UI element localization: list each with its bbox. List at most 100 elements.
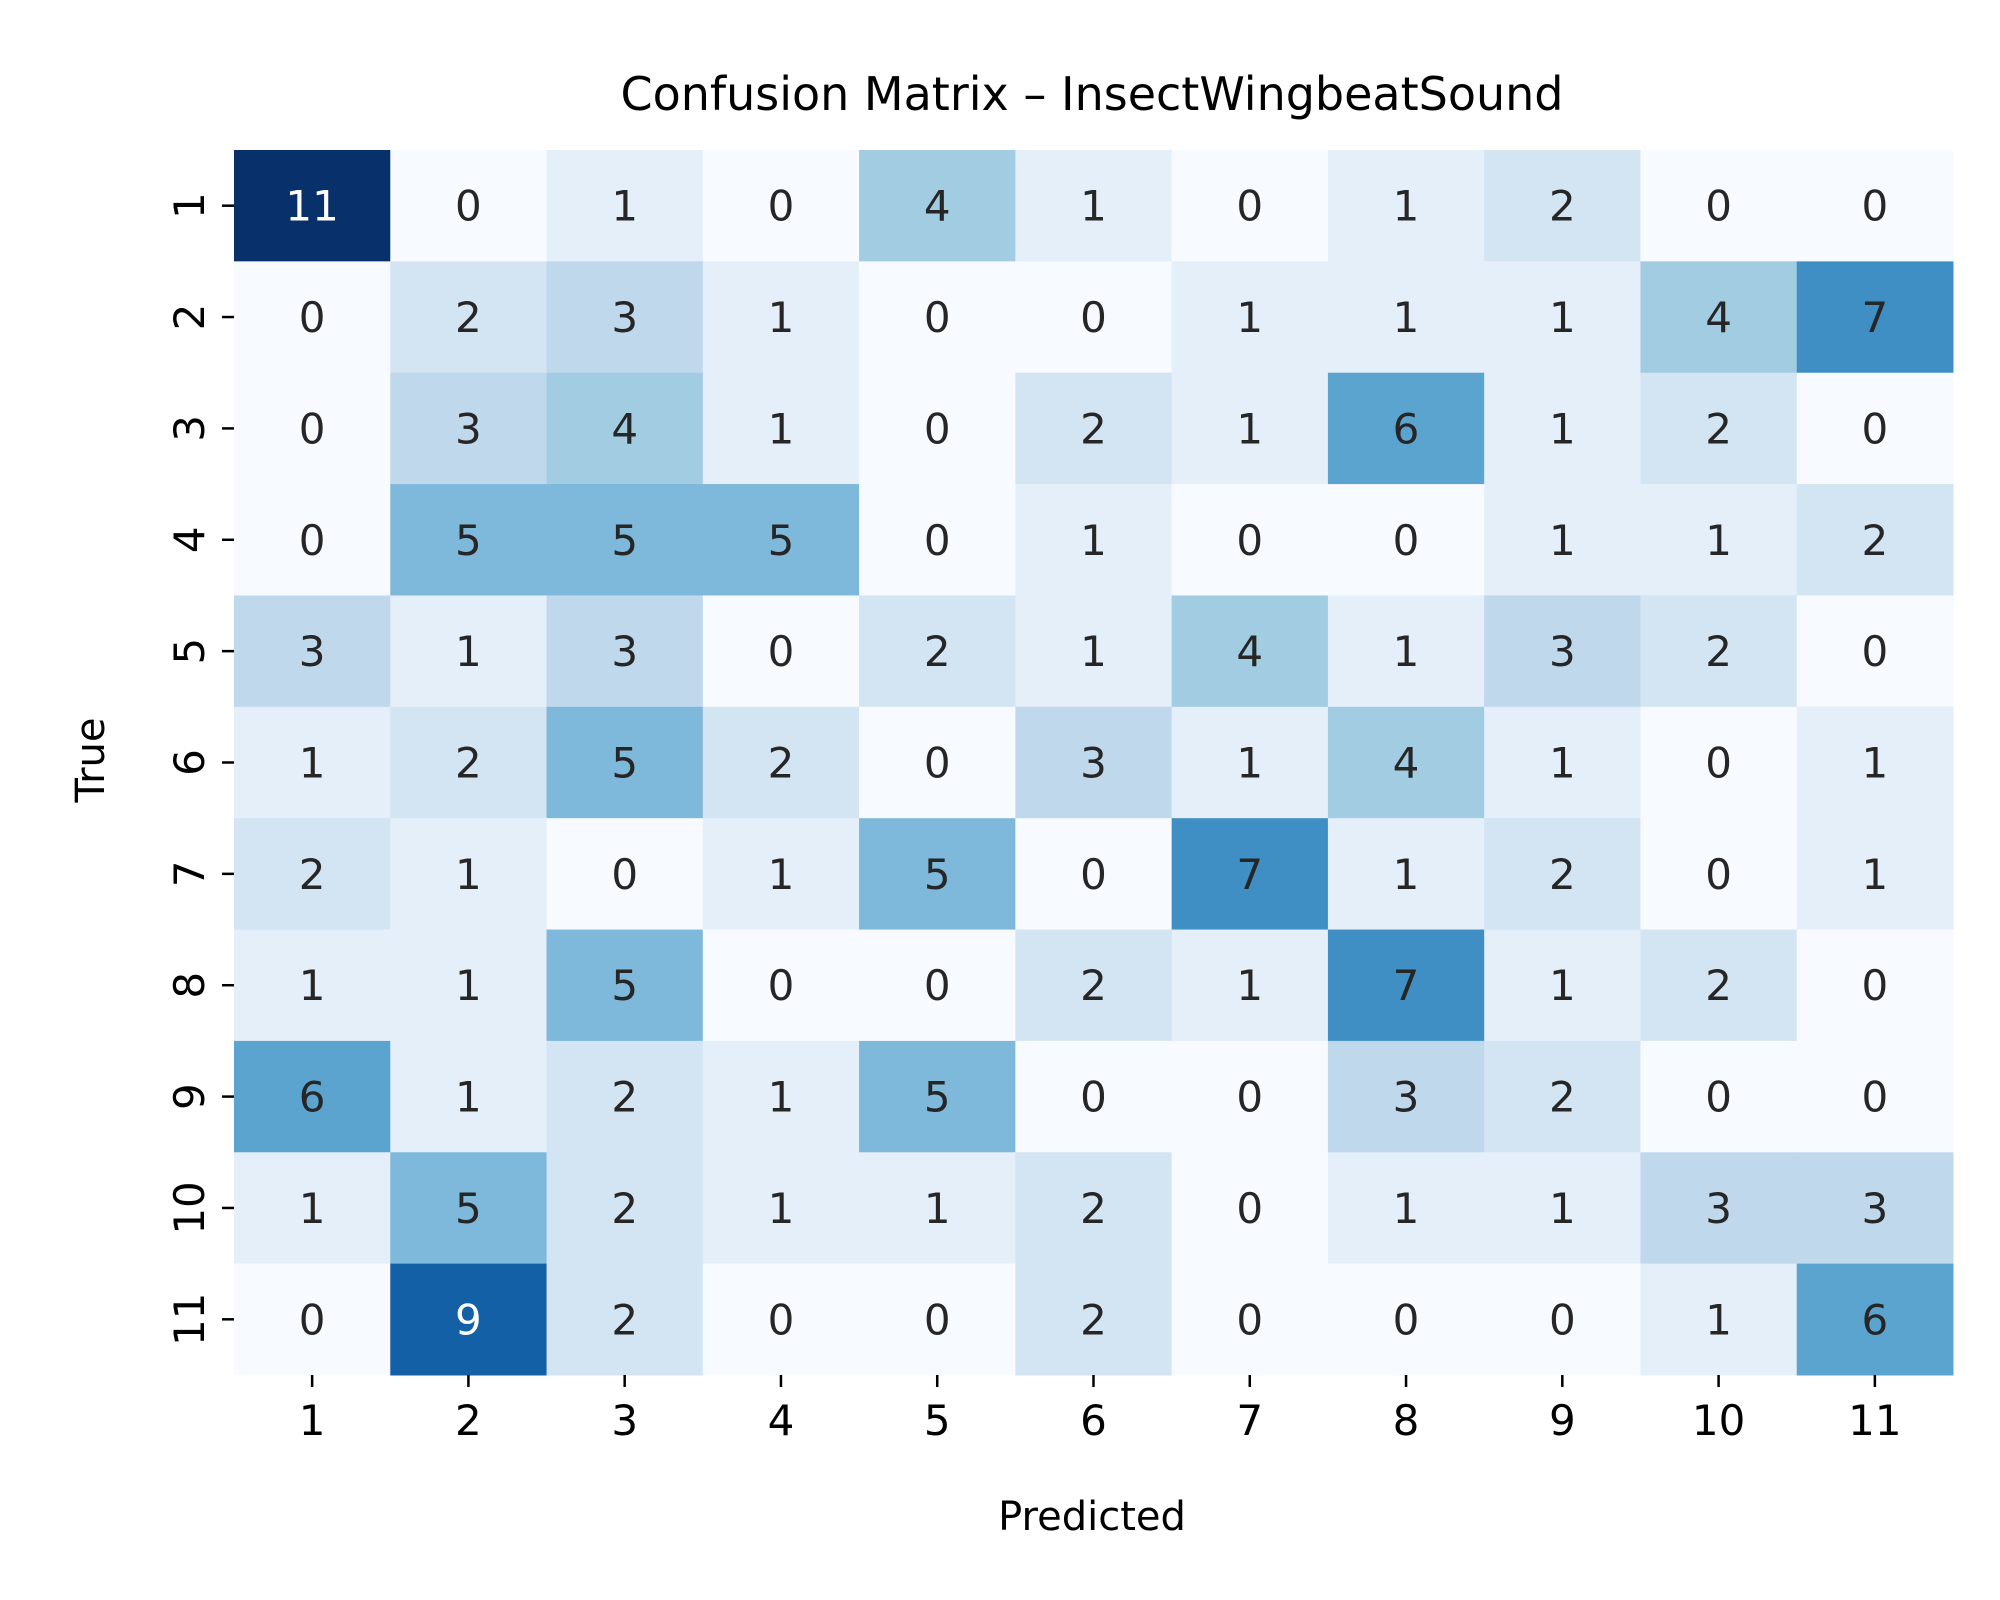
y-tick-label-5: 5 xyxy=(165,638,214,665)
cell-value-r7-c5: 5 xyxy=(924,850,951,899)
heatmap-cell-r2-c6 xyxy=(1015,261,1173,374)
heatmap-cell-r11-c5 xyxy=(859,1263,1016,1376)
heatmap-cell-r5-c6 xyxy=(1015,595,1173,708)
cell-value-r2-c7: 1 xyxy=(1236,293,1263,342)
cell-value-r11-c8: 0 xyxy=(1393,1295,1420,1344)
x-axis-ticks: 1 2 3 4 5 6 7 8 9 10 11 xyxy=(299,1375,1902,1445)
cell-value-r3-c2: 3 xyxy=(455,404,482,453)
cell-value-r6-c3: 5 xyxy=(611,739,638,788)
heatmap-cell-r4-c11 xyxy=(1796,484,1954,596)
cell-value-r2-c5: 0 xyxy=(924,293,951,342)
cell-value-r2-c9: 1 xyxy=(1549,293,1576,342)
heatmap-cell-r8-c7 xyxy=(1171,929,1329,1042)
heatmap-cell-r10-c6 xyxy=(1015,1152,1173,1265)
heatmap-cell-r8-c11 xyxy=(1796,929,1954,1042)
heatmap-cell-r9-c11 xyxy=(1796,1040,1954,1153)
heatmap-cell-r2-c10 xyxy=(1640,261,1798,374)
heatmap-cell-r10-c3 xyxy=(546,1152,704,1265)
x-tick-label-8: 8 xyxy=(1393,1396,1420,1445)
cell-value-r11-c2: 9 xyxy=(455,1295,482,1344)
y-axis-ticks: 1 2 3 4 5 6 7 8 9 10 11 xyxy=(165,192,234,1346)
heatmap-cell-r8-c1 xyxy=(234,929,391,1042)
cell-value-r1-c2: 0 xyxy=(455,182,482,231)
heatmap-cell-r11-c6 xyxy=(1015,1263,1173,1376)
heatmap-cell-r9-c3 xyxy=(546,1040,704,1153)
cell-value-r9-c7: 0 xyxy=(1236,1073,1263,1122)
cell-value-r8-c10: 2 xyxy=(1705,961,1732,1010)
cell-value-r5-c8: 1 xyxy=(1393,627,1420,676)
heatmap-cell-r3-c7 xyxy=(1171,372,1329,485)
cell-value-r6-c6: 3 xyxy=(1080,739,1107,788)
x-tick-label-11: 11 xyxy=(1848,1396,1901,1445)
cell-value-r11-c10: 1 xyxy=(1705,1295,1732,1344)
cell-value-r8-c4: 0 xyxy=(768,961,795,1010)
heatmap-cell-r3-c9 xyxy=(1484,372,1641,485)
heatmap-cell-r5-c8 xyxy=(1327,595,1485,708)
heatmap-cell-r8-c10 xyxy=(1640,929,1798,1042)
cell-value-r8-c2: 1 xyxy=(455,961,482,1010)
cell-value-r6-c11: 1 xyxy=(1861,739,1888,788)
cell-value-r5-c11: 0 xyxy=(1861,627,1888,676)
cell-value-r9-c8: 3 xyxy=(1393,1073,1420,1122)
heatmap-cell-r9-c5 xyxy=(859,1040,1016,1153)
heatmap-cell-r10-c9 xyxy=(1484,1152,1641,1265)
heatmap-cell-r3-c2 xyxy=(390,372,548,485)
heatmap-cell-r6-c4 xyxy=(702,706,860,819)
y-tick-label-4: 4 xyxy=(165,526,214,553)
heatmap-cell-r3-c5 xyxy=(859,372,1016,485)
y-tick-label-9: 9 xyxy=(165,1083,214,1110)
cell-value-r9-c11: 0 xyxy=(1861,1073,1888,1122)
heatmap-cell-r9-c2 xyxy=(390,1040,548,1153)
cell-value-r4-c6: 1 xyxy=(1080,516,1107,565)
heatmap-cell-r5-c1 xyxy=(234,595,391,708)
x-tick-label-6: 6 xyxy=(1080,1396,1107,1445)
heatmap-cell-r9-c1 xyxy=(234,1040,391,1153)
heatmap-cell-r6-c5 xyxy=(859,706,1016,819)
x-tick-label-4: 4 xyxy=(768,1396,795,1445)
cell-value-r2-c10: 4 xyxy=(1705,293,1732,342)
heatmap-cell-r4-c10 xyxy=(1640,484,1798,596)
cell-value-r3-c9: 1 xyxy=(1549,404,1576,453)
x-tick-label-10: 10 xyxy=(1692,1396,1745,1445)
cell-value-r8-c5: 0 xyxy=(924,961,951,1010)
cell-value-r3-c10: 2 xyxy=(1705,404,1732,453)
cell-value-r11-c9: 0 xyxy=(1549,1295,1576,1344)
cell-value-r9-c2: 1 xyxy=(455,1073,482,1122)
heatmap-cell-r8-c8 xyxy=(1327,929,1485,1042)
heatmap-cell-r1-c1 xyxy=(234,150,391,262)
y-tick-label-3: 3 xyxy=(165,415,214,442)
cell-value-r1-c3: 1 xyxy=(611,182,638,231)
heatmap-cell-r5-c2 xyxy=(390,595,548,708)
heatmap-cell-r5-c7 xyxy=(1171,595,1329,708)
heatmap-cell-r3-c6 xyxy=(1015,372,1173,485)
y-axis-label: True xyxy=(68,718,114,804)
cell-value-r7-c10: 0 xyxy=(1705,850,1732,899)
heatmap-cell-r7-c2 xyxy=(390,818,548,931)
heatmap-cell-r1-c9 xyxy=(1484,150,1641,262)
heatmap-cell-r6-c11 xyxy=(1796,706,1954,819)
cell-value-r1-c10: 0 xyxy=(1705,182,1732,231)
heatmap-cell-r6-c6 xyxy=(1015,706,1173,819)
heatmap-cell-r3-c3 xyxy=(546,372,704,485)
cell-value-r3-c5: 0 xyxy=(924,404,951,453)
cell-value-r2-c3: 3 xyxy=(611,293,638,342)
cell-value-r1-c5: 4 xyxy=(924,182,951,231)
cell-value-r5-c9: 3 xyxy=(1549,627,1576,676)
cell-value-r3-c6: 2 xyxy=(1080,404,1107,453)
heatmap-cell-r8-c4 xyxy=(702,929,860,1042)
cell-value-r6-c2: 2 xyxy=(455,739,482,788)
cell-value-r7-c9: 2 xyxy=(1549,850,1576,899)
heatmap-cell-r4-c2 xyxy=(390,484,548,596)
heatmap-cell-r11-c9 xyxy=(1484,1263,1641,1376)
heatmap-cell-r7-c8 xyxy=(1327,818,1485,931)
heatmap-cell-r11-c3 xyxy=(546,1263,704,1376)
y-tick-label-11: 11 xyxy=(165,1293,214,1346)
heatmap-cell-r4-c9 xyxy=(1484,484,1641,596)
cell-value-r10-c2: 5 xyxy=(455,1184,482,1233)
heatmap-cell-r2-c11 xyxy=(1796,261,1954,374)
heatmap-cell-r7-c10 xyxy=(1640,818,1798,931)
cell-value-r1-c7: 0 xyxy=(1236,182,1263,231)
x-tick-label-1: 1 xyxy=(299,1396,326,1445)
cell-value-r6-c7: 1 xyxy=(1236,739,1263,788)
